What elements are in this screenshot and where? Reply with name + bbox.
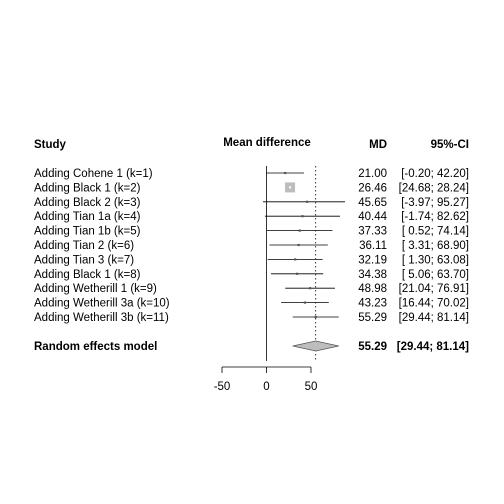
study-row: Adding Black 1 (k=2) 26.46 [24.68; 28.24] — [34, 182, 469, 194]
study-label: Adding Cohene 1 (k=1) — [34, 168, 153, 180]
pooled-diamond — [292, 340, 339, 352]
study-row: Adding Tian 1b (k=5) 37.33 [ 0.52; 74.14] — [34, 226, 469, 238]
study-ci: [29.44; 81.14] — [399, 312, 469, 324]
study-ci: [-0.20; 42.20] — [401, 168, 469, 180]
study-row: Adding Wetherill 1 (k=9) 48.98 [21.04; 76.… — [34, 283, 469, 295]
x-tick-label: 50 — [305, 381, 318, 393]
study-ci: [ 1.30; 63.08] — [402, 254, 469, 266]
study-box — [314, 315, 317, 319]
study-label: Adding Tian 1a (k=4) — [34, 211, 141, 223]
study-row: Adding Tian 1a (k=4) 40.44 [-1.74; 82.62] — [34, 211, 469, 223]
study-md: 55.29 — [358, 312, 387, 324]
study-label: Adding Black 2 (k=3) — [34, 197, 141, 209]
study-box — [306, 200, 309, 203]
study-row: Adding Tian 3 (k=7) 32.19 [ 1.30; 63.08] — [34, 254, 469, 266]
study-ci: [ 5.06; 63.70] — [402, 269, 469, 281]
study-row: Adding Cohene 1 (k=1) 21.00 [-0.20; 42.20] — [34, 168, 469, 180]
plot-lines — [266, 166, 317, 361]
x-tick-label: 0 — [263, 381, 269, 393]
study-box — [284, 171, 287, 175]
x-axis: -50 0 50 — [214, 366, 318, 393]
study-rows: Adding Cohene 1 (k=1) 21.00 [-0.20; 42.20]… — [34, 168, 469, 324]
study-label: Adding Wetherill 1 (k=9) — [34, 283, 157, 295]
study-box — [294, 258, 297, 261]
study-row: Adding Tian 2 (k=6) 36.11 [ 3.31; 68.90] — [34, 240, 469, 252]
study-box — [308, 287, 312, 290]
pooled-ci: [29.44; 81.14] — [397, 341, 469, 353]
study-ci: [24.68; 28.24] — [399, 182, 469, 194]
study-label: Adding Black 1 (k=8) — [34, 269, 141, 281]
study-ci: [-3.97; 95.27] — [401, 197, 469, 209]
study-box — [298, 229, 301, 232]
study-md: 21.00 — [358, 168, 387, 180]
study-label: Adding Black 1 (k=2) — [34, 182, 141, 194]
header-study: Study — [34, 139, 67, 151]
study-box — [295, 272, 299, 275]
study-md: 48.98 — [358, 283, 387, 295]
study-ci: [ 3.31; 68.90] — [402, 240, 469, 252]
study-ci: [21.04; 76.91] — [399, 283, 469, 295]
study-md: 32.19 — [358, 254, 387, 266]
study-label: Adding Wetherill 3b (k=11) — [34, 312, 169, 324]
pooled-md: 55.29 — [358, 341, 387, 353]
study-md: 36.11 — [359, 240, 387, 252]
study-ci: [-1.74; 82.62] — [401, 211, 469, 223]
study-box — [301, 215, 304, 218]
header-ci: 95%-CI — [431, 139, 469, 151]
study-label: Adding Tian 2 (k=6) — [34, 240, 134, 252]
study-row: Adding Wetherill 3a (k=10) 43.23 [16.44; 7… — [34, 298, 469, 310]
pooled-label: Random effects model — [34, 341, 157, 353]
study-row: Adding Black 2 (k=3) 45.65 [-3.97; 95.27] — [34, 197, 469, 209]
study-box — [297, 243, 300, 247]
study-md: 40.44 — [358, 211, 387, 223]
study-md: 37.33 — [358, 226, 387, 238]
study-label: Adding Tian 3 (k=7) — [34, 254, 134, 266]
study-ci: [16.44; 70.02] — [399, 298, 469, 310]
study-label: Adding Tian 1b (k=5) — [34, 226, 141, 238]
study-ci: [ 0.52; 74.14] — [402, 226, 469, 238]
study-point — [289, 186, 292, 189]
study-md: 26.46 — [358, 182, 387, 194]
x-tick-label: -50 — [214, 381, 231, 393]
study-box — [303, 301, 307, 304]
study-md: 45.65 — [358, 197, 387, 209]
study-row: Adding Black 1 (k=8) 34.38 [ 5.06; 63.70] — [34, 269, 469, 281]
study-row: Adding Wetherill 3b (k=11) 55.29 [29.44; 8… — [34, 312, 469, 324]
header-md: MD — [369, 139, 387, 151]
study-label: Adding Wetherill 3a (k=10) — [34, 298, 170, 310]
study-md: 34.38 — [358, 269, 387, 281]
pooled-row: Random effects model 55.29 [29.44; 81.14] — [34, 340, 469, 353]
study-md: 43.23 — [358, 298, 387, 310]
header-effect: Mean difference — [223, 137, 311, 149]
